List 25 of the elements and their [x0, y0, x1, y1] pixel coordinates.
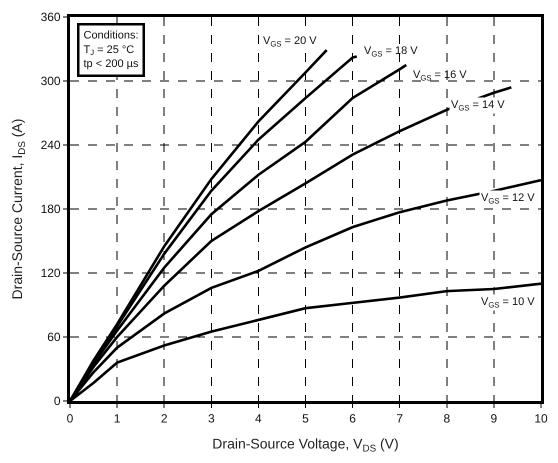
x-tick-label: 0	[66, 411, 74, 426]
y-tick-label: 300	[40, 74, 61, 88]
x-tick-label: 7	[396, 411, 404, 426]
y-tick-label: 120	[40, 266, 61, 280]
x-tick-label: 3	[208, 411, 215, 426]
x-tick-label: 4	[255, 411, 262, 426]
y-tick-label: 240	[40, 138, 61, 152]
y-tick-label: 0	[54, 394, 61, 408]
x-tick-label: 9	[490, 411, 498, 426]
series-label: V$_{GS}$ = 18 V	[364, 45, 418, 58]
series-label: V$_{GS}$ = 20 V	[263, 35, 318, 48]
x-tick-label: 8	[443, 411, 450, 426]
x-tick-label: 10	[534, 411, 548, 426]
series-label: V$_{GS}$ = 14 V	[451, 99, 506, 112]
annotation: Conditions: T$_{J}$ = 25 °C tp < 200 µs	[84, 30, 139, 70]
series-label: V$_{GS}$ = 12 V	[481, 192, 536, 206]
x-tick-label: 5	[302, 411, 310, 426]
x-tick-label: 6	[349, 411, 356, 426]
y-tick-label: 60	[47, 330, 61, 344]
y-tick-label: 180	[40, 202, 61, 216]
x-axis-title: Drain-Source Voltage, V$_{DS}$ (V)	[212, 436, 399, 455]
y-tick-label: 360	[40, 10, 61, 24]
series-label: V$_{GS}$ = 10 V	[481, 296, 536, 310]
x-tick-label: 1	[114, 411, 121, 426]
x-tick-label: 2	[160, 411, 168, 426]
